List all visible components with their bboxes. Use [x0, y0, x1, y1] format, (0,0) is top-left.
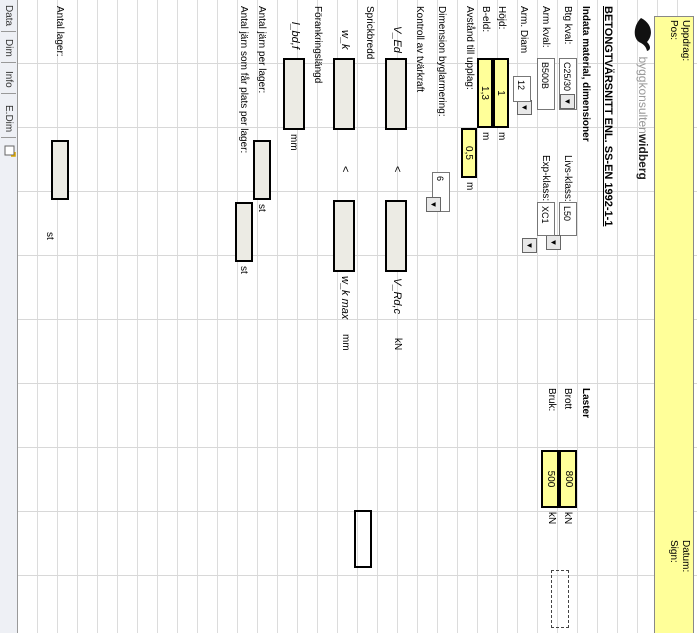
livsklass-select[interactable]: L50 — [559, 202, 577, 236]
logo: byggkonsultenwidberg — [631, 16, 655, 180]
sheet-tab-strip: Data Dim Info E.Dim — [0, 0, 18, 633]
logo-text-dark: widberg — [636, 133, 650, 180]
sign-label: Sign: — [668, 540, 679, 563]
ved-output — [385, 58, 407, 130]
brutt-label: Brott — [562, 388, 573, 410]
wk-output — [333, 58, 355, 130]
kontroll-label: Kontroll av tvärkraft — [414, 6, 425, 93]
expklass-select[interactable]: XC1 — [537, 202, 555, 236]
wk-label: w_k — [339, 30, 351, 50]
new-sheet-icon[interactable] — [1, 140, 16, 162]
betong-dropdown-button[interactable]: ▼ — [560, 94, 575, 109]
expklass-label: Exp-klass: — [540, 155, 551, 202]
uppdrag-label: Uppdrag: — [680, 20, 691, 62]
lbd-output — [283, 58, 305, 130]
tab-edim[interactable]: E.Dim — [1, 100, 16, 139]
logo-bird-icon — [634, 18, 651, 51]
bruk-unit: kN — [546, 512, 557, 525]
tab-dim[interactable]: Dim — [1, 34, 16, 63]
dimension-label: Dimension byglarmering: — [436, 6, 447, 117]
arm-select[interactable]: B500B — [537, 58, 555, 110]
tab-info[interactable]: Info — [1, 66, 16, 94]
antal-per-lager-label: Antal järn per lager: — [256, 6, 267, 94]
bruk-input[interactable]: 500 — [541, 450, 559, 508]
copy-marquee — [551, 570, 569, 628]
logo-text-light: byggkonsulten — [636, 56, 650, 134]
antal-per-lager-output — [253, 140, 271, 200]
hojd-label: Höjd: — [496, 6, 507, 30]
sprickbredd-label: Sprickbredd — [364, 6, 375, 60]
page-title: BETONGTVÄRSNITT ENL. SS-EN 1992-1-1 — [602, 6, 614, 227]
wkmax-label: w_k max — [339, 276, 351, 320]
tab-data[interactable]: Data — [1, 0, 16, 33]
wk-lt-symbol: < — [339, 166, 351, 173]
antal-lager-label: Antal lager: — [54, 6, 65, 57]
antal-plats-unit: st — [238, 266, 249, 274]
lbd-label: l_bd,f — [289, 22, 301, 49]
laster-title: Laster — [580, 388, 591, 419]
betong-label: Btg kval: — [562, 6, 573, 45]
wkmax-output — [333, 200, 355, 272]
brutt-unit: kN — [562, 512, 573, 525]
vrdc-unit: kN — [392, 338, 403, 351]
antal-per-lager-unit: st — [256, 204, 267, 212]
livsklass-label: Livs-klass: — [562, 155, 573, 202]
hojd-unit: m — [496, 132, 507, 141]
ved-label: V_Ed — [391, 26, 403, 53]
livsklass-dropdown-button[interactable]: ▼ — [546, 235, 561, 250]
hojd-input[interactable]: 1 — [493, 58, 509, 128]
arm-label: Arm kval: — [540, 6, 551, 48]
antal-plats-label: Antal järn som får plats per lager: — [238, 6, 249, 154]
bredd-unit: m — [480, 132, 491, 141]
armdiam-label: Arm. Diam — [518, 6, 529, 54]
forankring-label: Förankringslängd — [312, 6, 323, 84]
wkmax-unit: mm — [340, 334, 351, 351]
upplag-unit: m — [464, 182, 475, 191]
vrdc-label: V_Rd,c — [391, 278, 403, 315]
antal-plats-output — [235, 202, 253, 262]
brutt-input[interactable]: 800 — [559, 450, 577, 508]
section-indata: Indata material, dimensioner — [580, 6, 591, 142]
lbd-unit: mm — [288, 134, 299, 151]
antal-lager-output — [51, 140, 69, 200]
bredd-input[interactable]: 1,3 — [477, 58, 493, 128]
pos-label: Pos: — [668, 20, 679, 41]
upplag-label: Avstånd till upplag: — [464, 6, 475, 90]
antal-lager-unit: st — [44, 232, 55, 240]
vrdc-output — [385, 200, 407, 272]
ved-lt-symbol: < — [391, 166, 403, 173]
arm-dropdown-button[interactable]: ▼ — [517, 100, 532, 115]
upplag-input[interactable]: 0,5 — [461, 128, 477, 178]
bredd-label: B-eld: — [480, 6, 491, 33]
active-cell[interactable] — [354, 510, 372, 568]
armdiam-input[interactable]: 12 — [513, 76, 531, 102]
bruk-label: Bruk: — [546, 388, 557, 412]
dimension-dropdown-button[interactable]: ▼ — [426, 197, 441, 212]
datum-label: Datum: — [680, 540, 691, 573]
expklass-dropdown-button[interactable]: ▼ — [522, 238, 537, 253]
